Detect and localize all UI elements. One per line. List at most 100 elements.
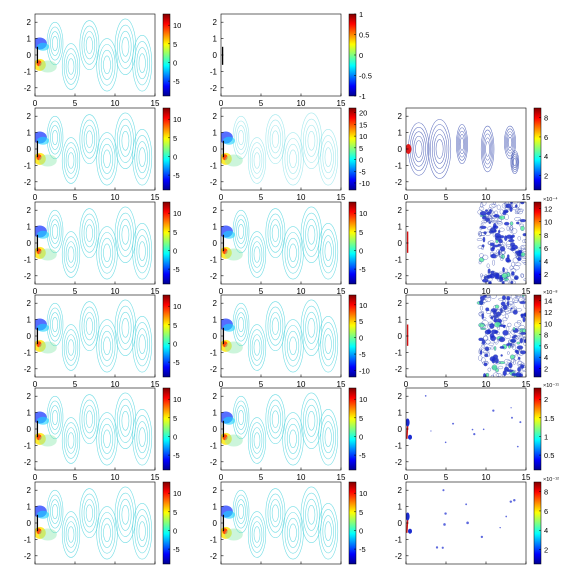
colorbar-tick-label: -0.5	[359, 72, 372, 81]
vortex-contour	[103, 243, 111, 263]
colorbar-tick-label: 6	[544, 507, 548, 516]
vortex-contour	[103, 429, 111, 449]
y-tick-label: 2	[213, 486, 218, 495]
error-blob	[508, 362, 513, 369]
axes-box	[220, 13, 342, 97]
y-tick-label: -2	[210, 178, 218, 187]
vortex-contour	[320, 322, 336, 367]
colorbar-tick-label: 0	[359, 432, 363, 441]
plot-area	[221, 299, 339, 373]
colorbar-tick-label: 10	[359, 489, 367, 498]
vortex-contour	[284, 512, 302, 554]
y-tick-label: 2	[398, 299, 403, 308]
vortex-contour	[119, 404, 132, 437]
vortex-contour	[48, 214, 62, 249]
vortex-contour	[50, 31, 60, 56]
error-blob	[492, 225, 499, 230]
y-tick-label: 2	[27, 299, 32, 308]
error-blob	[495, 236, 502, 241]
error-blob	[519, 330, 524, 336]
vortex-contour	[284, 138, 302, 180]
plate-error-blob	[408, 434, 412, 440]
error-blob	[494, 360, 501, 365]
error-blob	[478, 260, 482, 265]
error-blob	[504, 214, 509, 221]
colorbar	[348, 387, 357, 471]
error-blob	[478, 311, 483, 317]
error-blob	[487, 347, 491, 351]
x-tick-label: 15	[151, 193, 160, 202]
vortex-contour	[286, 423, 300, 454]
y-tick-label: -1	[24, 255, 32, 264]
error-blob	[504, 203, 510, 209]
error-blob	[484, 353, 489, 358]
error-blob	[489, 228, 496, 231]
y-tick-label: 2	[213, 299, 218, 308]
error-blob	[476, 238, 483, 241]
y-tick-label: 0	[398, 332, 403, 341]
colorbar-tick-label: 0	[359, 526, 363, 535]
error-blob	[501, 250, 506, 255]
vortex-contour	[282, 506, 304, 560]
error-blob	[502, 329, 509, 336]
error-speck	[430, 430, 432, 432]
vortex-contour	[136, 141, 148, 174]
error-blob	[511, 302, 515, 308]
vortex-contour	[114, 18, 137, 75]
error-blob	[508, 238, 515, 243]
y-tick-label: 0	[213, 239, 218, 248]
error-blob	[497, 229, 501, 234]
error-speck	[505, 515, 508, 518]
vortex-contour	[116, 212, 134, 257]
plot-area	[406, 119, 520, 179]
error-blob	[479, 225, 487, 230]
vortex-contour	[284, 232, 302, 274]
y-tick-label: -1	[395, 255, 403, 264]
error-blob	[490, 316, 494, 320]
vortex-contour	[67, 526, 75, 543]
error-speck	[444, 512, 447, 515]
x-tick-label: 5	[259, 193, 264, 202]
vortex-contour	[249, 516, 265, 553]
vortex-contour	[232, 395, 250, 440]
y-tick-label: -2	[395, 552, 403, 561]
vortex-contour	[237, 129, 245, 146]
vortex-contour	[63, 48, 79, 85]
error-blob	[486, 295, 490, 298]
vortex-contour	[267, 119, 284, 159]
y-tick-label: -1	[395, 441, 403, 450]
error-blob	[498, 365, 504, 370]
x-tick-label: 5	[259, 380, 264, 389]
vorticity-shear	[38, 341, 57, 354]
error-blob	[520, 274, 524, 278]
colorbar-tick-label: -5	[359, 350, 366, 359]
error-contour	[506, 131, 514, 154]
vortex-contour	[116, 492, 134, 537]
x-tick-label: 15	[522, 473, 531, 482]
vortex-contour	[100, 143, 114, 174]
error-blob	[506, 225, 510, 232]
y-tick-label: -2	[395, 365, 403, 374]
vortex-contour	[83, 219, 96, 248]
error-blob	[520, 313, 524, 319]
vortex-contour	[98, 418, 116, 460]
vortex-contour	[51, 35, 59, 52]
vortex-contour	[85, 36, 93, 54]
error-blob	[500, 257, 504, 261]
x-tick-label: 5	[444, 473, 449, 482]
error-blob	[521, 367, 526, 372]
colorbar-tick-label: 4	[544, 257, 548, 266]
y-tick-label: -1	[210, 161, 218, 170]
vortex-contour	[300, 486, 323, 543]
error-blob	[480, 344, 486, 348]
vortex-contour	[300, 299, 323, 356]
error-blob	[522, 239, 526, 243]
error-blob	[491, 246, 496, 250]
y-tick-label: 0	[27, 51, 32, 60]
error-blob	[499, 208, 504, 215]
colorbar-tick-label: 10	[544, 319, 552, 328]
x-tick-label: 0	[404, 473, 409, 482]
vortex-contour	[236, 405, 246, 430]
vortex-contour	[132, 223, 153, 280]
